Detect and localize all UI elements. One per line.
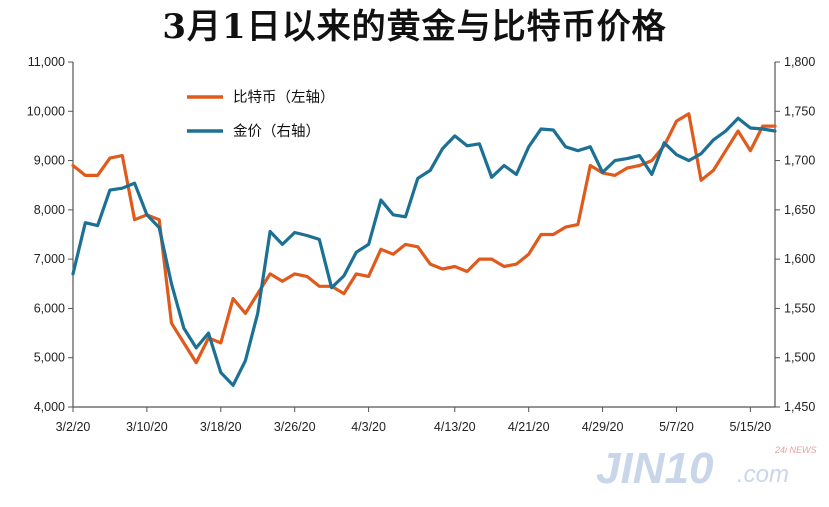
bitcoin-line [71, 112, 777, 365]
x-tick-label: 4/13/20 [434, 420, 476, 434]
legend-gold-label: 金价（右轴） [233, 123, 320, 140]
chart-title: 3月1日以来的黄金与比特币价格 [162, 7, 667, 47]
x-tick-label: 5/7/20 [659, 420, 694, 434]
x-tick-label: 3/18/20 [200, 420, 242, 434]
y-left-tick-label: 6,000 [34, 301, 65, 315]
y-right-tick-label: 1,600 [784, 252, 815, 266]
series-layer [71, 112, 777, 387]
watermark-com: .com [737, 461, 789, 488]
x-tick-label: 3/10/20 [126, 420, 168, 434]
y-left-tick-label: 5,000 [34, 351, 65, 365]
watermark-small: 24i NEWS [774, 445, 817, 455]
y-left-tick-label: 11,000 [28, 55, 65, 69]
y-right-tick-label: 1,750 [784, 104, 815, 118]
y-left-tick-label: 7,000 [34, 252, 65, 266]
y-right-tick-label: 1,450 [784, 400, 815, 414]
x-tick-label: 4/21/20 [508, 420, 550, 434]
watermark: JIN10 .com 24i NEWS [596, 444, 817, 493]
axes: 4,000 5,000 6,000 7,000 8,000 9,000 10,000 11,0… [27, 55, 816, 434]
x-tick-label: 4/29/20 [582, 420, 624, 434]
y-left-tick-label: 4,000 [34, 400, 65, 414]
gold-line [71, 116, 777, 387]
y-right-tick-label: 1,700 [784, 154, 815, 168]
x-tick-label: 3/26/20 [274, 420, 316, 434]
y-left-tick-label: 10,000 [27, 104, 65, 118]
legend-bitcoin-label: 比特币（左轴） [233, 89, 335, 106]
y-left-tick-label: 8,000 [34, 203, 65, 217]
x-tick-label: 5/15/20 [730, 420, 772, 434]
y-left-tick-label: 9,000 [34, 154, 65, 168]
x-tick-label: 4/3/20 [351, 420, 386, 434]
x-tick-label: 3/2/20 [56, 420, 91, 434]
y-right-tick-label: 1,550 [784, 301, 815, 315]
watermark-jin10: JIN10 [596, 444, 714, 493]
y-right-tick-label: 1,800 [784, 55, 815, 69]
legend: 比特币（左轴） 金价（右轴） [187, 89, 335, 140]
y-right-tick-label: 1,500 [784, 351, 815, 365]
y-right-tick-label: 1,650 [784, 203, 815, 217]
